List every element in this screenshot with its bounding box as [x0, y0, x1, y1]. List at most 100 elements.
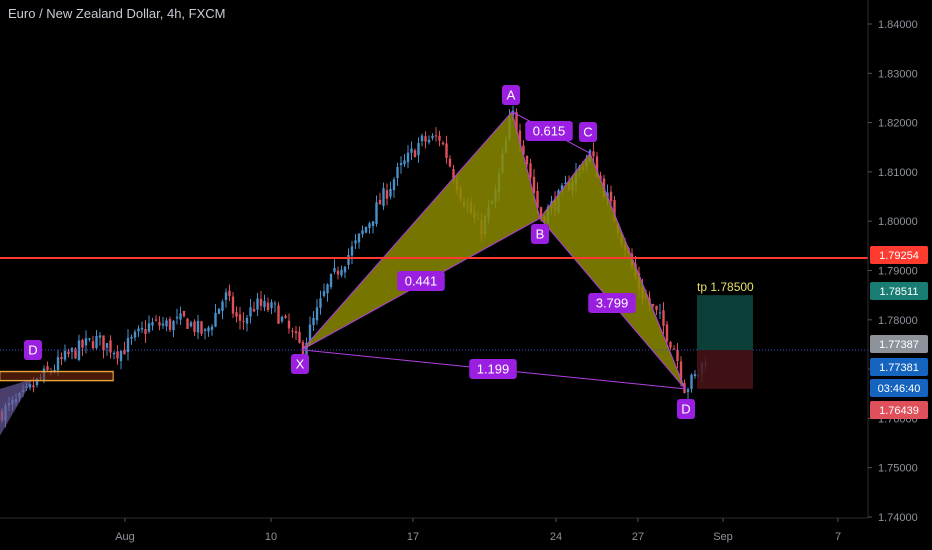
candle-body — [56, 357, 60, 371]
candle-body — [256, 298, 259, 310]
candle-body — [81, 339, 84, 348]
take-profit-zone[interactable] — [697, 295, 753, 351]
candle-body — [525, 155, 529, 165]
candle-body — [364, 226, 368, 233]
candle-body — [686, 389, 690, 393]
candle-body — [518, 130, 522, 145]
candle-body — [210, 326, 214, 331]
candle-body — [438, 135, 441, 141]
candle-body — [665, 324, 669, 342]
candle-body — [361, 230, 364, 235]
y-tick-label: 1.79000 — [878, 266, 918, 278]
take-profit-label: tp 1.78500 — [697, 280, 754, 294]
candle-body — [676, 350, 679, 362]
stop-loss-zone[interactable] — [697, 350, 753, 389]
candle-body — [228, 290, 231, 297]
candle-body — [672, 348, 676, 350]
candle-body — [147, 323, 151, 332]
candle-body — [427, 139, 431, 143]
candle-body — [690, 374, 693, 389]
candle-body — [669, 341, 672, 348]
candle-body — [599, 175, 602, 180]
candle-body — [655, 305, 658, 311]
candle-body — [130, 336, 133, 339]
candle-body — [133, 331, 137, 338]
candle-body — [105, 343, 109, 348]
candle-body — [319, 298, 322, 308]
candle-body — [613, 200, 616, 222]
candle-body — [385, 190, 389, 199]
candle-body — [658, 312, 662, 314]
price-tag: 1.78511 — [880, 286, 919, 298]
x-tick-label: 10 — [265, 531, 277, 543]
ratio-label-ab: 0.615 — [533, 124, 566, 139]
point-label-d-bg — [677, 399, 695, 419]
candle-body — [389, 188, 392, 197]
candle-body — [277, 305, 280, 324]
price-tag-bg — [870, 358, 928, 376]
candle-body — [410, 148, 413, 153]
candle-body — [46, 366, 49, 370]
candle-body — [242, 320, 245, 322]
candle-body — [375, 202, 378, 224]
left-pattern-shape — [0, 378, 33, 436]
y-tick-label: 1.84000 — [878, 19, 918, 31]
candle-body — [679, 361, 683, 381]
price-tag: 1.76439 — [879, 405, 919, 417]
left-zone-fill — [0, 372, 113, 380]
price-tag: 1.79254 — [879, 250, 919, 262]
candle-body — [441, 142, 445, 145]
candle-body — [315, 307, 319, 321]
ratio-label-xd-bg — [469, 359, 517, 379]
candle-body — [291, 330, 294, 332]
candle-body — [403, 160, 406, 165]
x-tick-label: Aug — [115, 531, 135, 543]
candle-body — [298, 331, 301, 343]
candle-body — [662, 310, 665, 326]
candle-body — [207, 327, 210, 332]
candle-body — [217, 308, 221, 315]
candle-body — [32, 385, 35, 388]
candle-body — [340, 269, 343, 276]
candle-body — [67, 351, 70, 355]
candle-body — [165, 320, 168, 327]
candle-body — [515, 112, 518, 131]
price-tag-bg — [870, 335, 928, 353]
candle-body — [116, 351, 119, 359]
candle-body — [263, 300, 266, 308]
price-tag-bg — [870, 401, 928, 419]
candle-body — [357, 233, 361, 243]
point-label-b-bg — [531, 224, 549, 244]
point-label-x: X — [296, 357, 305, 372]
candle-body — [399, 163, 403, 166]
candle-body — [221, 301, 224, 311]
price-tag-bg — [870, 246, 928, 264]
candle-body — [382, 188, 385, 207]
candle-body — [161, 323, 165, 326]
candle-body — [336, 270, 340, 275]
candle-body — [74, 348, 77, 359]
ratio-label-bd-bg — [588, 293, 636, 313]
candle-body — [511, 110, 515, 116]
candle-body — [294, 331, 298, 334]
candle-body — [529, 163, 532, 178]
candle-body — [326, 284, 329, 294]
candle-body — [536, 191, 539, 208]
candle-body — [308, 324, 312, 345]
candle-body — [592, 151, 595, 157]
candle-body — [312, 317, 315, 326]
candle-body — [378, 199, 382, 205]
ratio-label-xd: 1.199 — [477, 362, 510, 377]
candle-body — [235, 312, 238, 317]
candle-body — [182, 311, 186, 317]
price-tag: 03:46:40 — [878, 383, 921, 395]
candle-body — [252, 308, 256, 312]
candle-body — [539, 207, 543, 219]
y-tick-label: 1.78000 — [878, 315, 918, 327]
candle-body — [343, 266, 347, 273]
x-tick-label: 24 — [550, 531, 562, 543]
candle-body — [413, 150, 417, 158]
point-label-x-bg — [291, 354, 309, 374]
